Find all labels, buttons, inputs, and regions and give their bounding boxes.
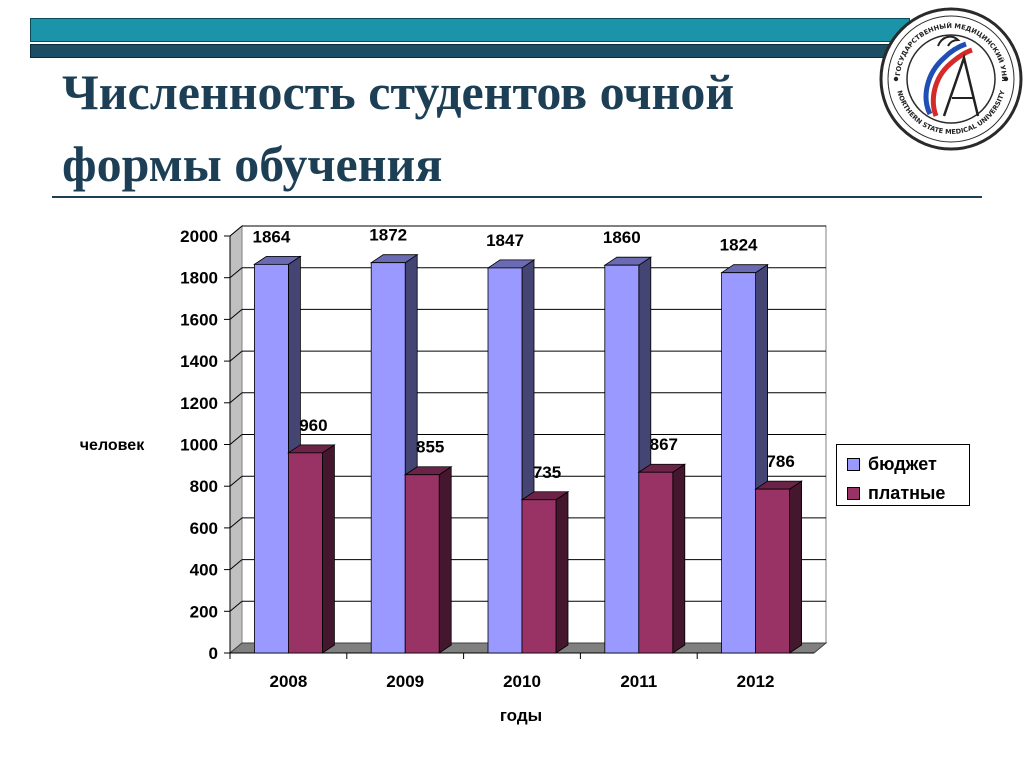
bar-budget: [487, 267, 523, 654]
x-tick-label: 2008: [269, 672, 307, 691]
chart-legend: бюджет платные: [836, 444, 970, 506]
y-tick-label: 1800: [180, 269, 218, 288]
slide-title-line-2: формы обучения: [62, 136, 443, 192]
slide-title-line-1: Численность студентов очной: [62, 64, 735, 120]
gridline-side: [229, 350, 243, 362]
y-tick-label: 800: [190, 477, 218, 496]
university-seal-icon: СЕВЕРНЫЙ ГОСУДАРСТВЕННЫЙ МЕДИЦИНСКИЙ УНИ…: [878, 6, 1023, 151]
bar-paid: [287, 452, 323, 654]
gridline-side: [229, 559, 243, 570]
slide-title: Численность студентов очной формы обучен…: [62, 56, 862, 200]
y-tick-label: 1400: [180, 352, 218, 371]
legend-label-budget: бюджет: [868, 453, 937, 474]
bar-side-paid: [789, 480, 802, 654]
bar-budget: [604, 264, 640, 654]
header-band-top: [30, 18, 910, 42]
bar-chart: 0 200 400 600 800 1000 1200 1400 1600 1800 2000 18…: [80, 224, 828, 725]
gridline-side: [229, 600, 243, 612]
gridline-side: [229, 392, 243, 404]
gridline-side: [229, 434, 243, 445]
gridline-side: [229, 267, 243, 279]
bar-side-paid: [672, 463, 686, 654]
x-tick-label: 2010: [503, 672, 541, 691]
y-tick-label: 1600: [180, 310, 218, 329]
data-label-paid: 867: [650, 435, 678, 454]
y-tick-label: 200: [190, 602, 218, 621]
x-tick-label: 2012: [737, 672, 775, 691]
y-tick-label: 0: [209, 644, 218, 663]
bar-paid: [521, 499, 557, 654]
bar-budget: [370, 262, 406, 654]
bar-paid: [638, 471, 674, 654]
x-axis-label: годы: [500, 706, 542, 725]
data-label-budget: 1860: [603, 228, 641, 247]
y-axis-label: человек: [80, 437, 145, 454]
data-label-paid: 786: [766, 452, 794, 471]
bar-budget: [721, 272, 756, 654]
bar-budget: [253, 263, 289, 654]
y-tick-label: 400: [190, 561, 218, 580]
bar-paid: [404, 474, 440, 654]
y-tick-label: 1200: [180, 394, 218, 413]
bar-side-paid: [438, 465, 452, 654]
legend-item-budget: бюджет: [847, 454, 937, 474]
x-tick-label: 2009: [386, 672, 424, 691]
title-divider: [52, 196, 982, 198]
bar-side-paid: [321, 444, 335, 654]
data-label-budget: 1847: [486, 231, 524, 250]
legend-swatch-paid: [847, 486, 860, 500]
gridline-side: [229, 475, 243, 487]
x-tick-label: 2011: [620, 672, 657, 691]
header-decor-band: [30, 18, 910, 58]
legend-swatch-budget: [847, 457, 860, 471]
y-tick-label: 2000: [180, 227, 218, 246]
y-tick-label: 600: [190, 519, 218, 538]
legend-label-paid: платные: [868, 482, 946, 503]
y-tick-label: 1000: [180, 436, 218, 455]
gridline-side: [229, 517, 243, 529]
data-label-budget: 1824: [720, 236, 758, 255]
bar-side-paid: [555, 491, 569, 654]
data-label-paid: 855: [416, 438, 444, 457]
data-label-budget: 1872: [369, 226, 407, 245]
legend-item-paid: платные: [847, 483, 945, 503]
data-label-paid: 960: [299, 416, 327, 435]
data-label-budget: 1864: [252, 227, 290, 246]
data-label-paid: 735: [533, 463, 561, 482]
gridline-side: [229, 225, 243, 237]
bar-paid: [755, 488, 790, 654]
gridline-side: [229, 309, 243, 320]
